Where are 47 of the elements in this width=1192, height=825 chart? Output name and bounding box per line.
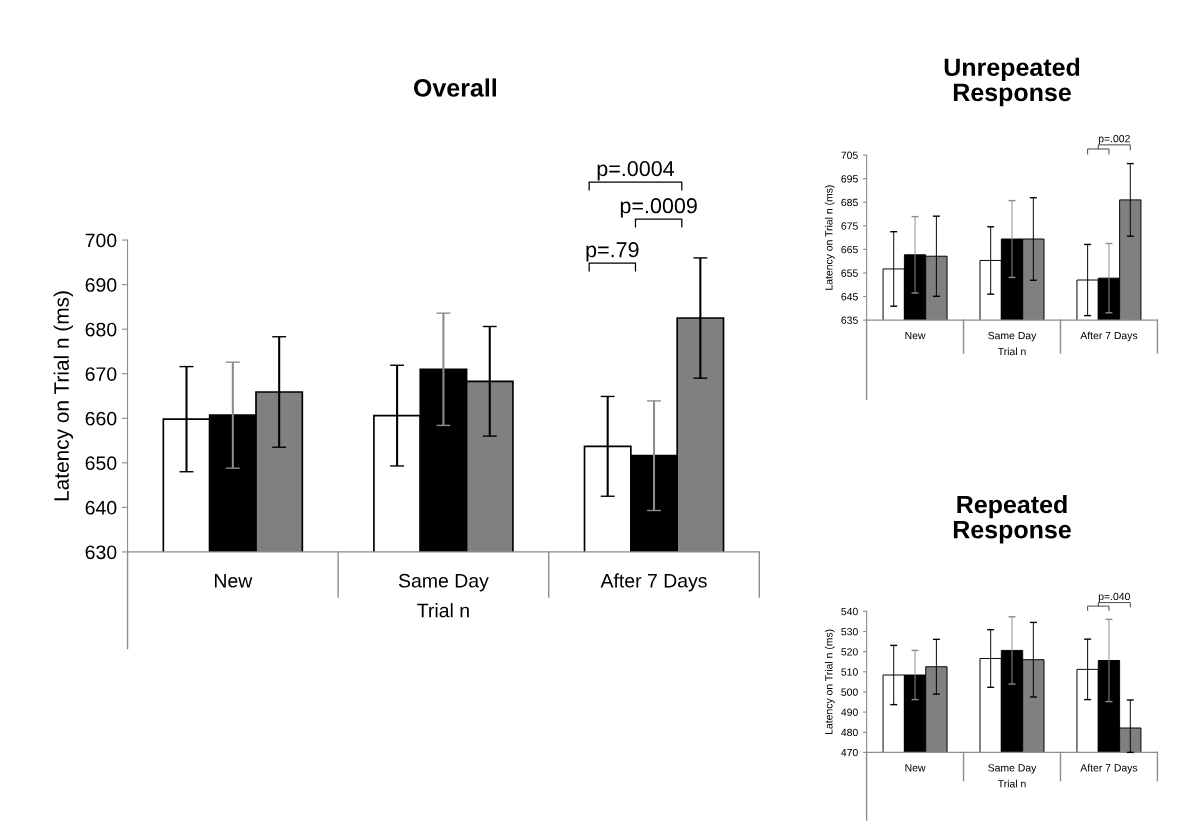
y-tick-label: 705 (841, 151, 858, 159)
y-tick-label: 640 (85, 500, 117, 515)
y-tick-label: 490 (841, 708, 858, 716)
x-tick-label: New (905, 764, 926, 772)
text: p=.0009 (620, 198, 697, 218)
y-tick-label: 700 (85, 233, 117, 248)
x-tick-label: Same Day (398, 573, 489, 592)
x-tick-label: Same Day (988, 764, 1037, 774)
y-tick-label: 635 (841, 316, 858, 324)
y-tick-label: 655 (841, 269, 858, 277)
annotation: p=.79 (586, 242, 639, 262)
y-axis-title: Latency on Trial n (ms) (53, 291, 74, 501)
y-tick-label: 675 (841, 222, 858, 230)
x-axis-title: Trial n (997, 779, 1026, 788)
x-tick-label: New (214, 574, 253, 588)
chart-title: Unrepeated Response (944, 57, 1080, 107)
x-tick-label: After 7 Days (600, 573, 707, 592)
y-tick-label: 520 (841, 648, 858, 656)
y-tick-label: 500 (841, 688, 858, 696)
x-axis-title: Trial n (417, 603, 469, 618)
y-tick-label: 670 (85, 367, 117, 381)
y-tick-label: 540 (841, 607, 858, 616)
y-tick-label: 660 (85, 411, 117, 426)
y-tick-label: 690 (85, 278, 117, 292)
chart-title: Repeated Response (953, 495, 1071, 544)
x-tick-label: Same Day (988, 331, 1037, 342)
y-tick-label: 680 (85, 322, 117, 337)
text: p=.002 (1098, 134, 1130, 145)
text: p=.0004 (597, 161, 675, 181)
x-tick-label: New (905, 331, 926, 340)
y-tick-label: 645 (841, 293, 858, 301)
y-tick-label: 665 (841, 245, 858, 254)
y-tick-label: 530 (841, 627, 858, 636)
y-tick-label: 650 (85, 456, 117, 471)
y-tick-label: 630 (85, 545, 117, 560)
y-axis-title: Latency on Trial n (ms) (824, 629, 835, 734)
x-tick-label: After 7 Days (1080, 763, 1138, 774)
text: p=.040 (1098, 592, 1130, 603)
y-tick-label: 685 (841, 198, 858, 207)
y-tick-label: 470 (841, 748, 858, 757)
chart-title: Overall (413, 78, 496, 97)
y-axis-title: Latency on Trial n (ms) (824, 185, 835, 290)
y-tick-label: 510 (841, 668, 858, 676)
y-tick-label: 695 (841, 175, 858, 183)
y-tick-label: 480 (841, 728, 858, 737)
x-axis-title: Trial n (997, 347, 1026, 356)
x-tick-label: After 7 Days (1080, 331, 1138, 342)
